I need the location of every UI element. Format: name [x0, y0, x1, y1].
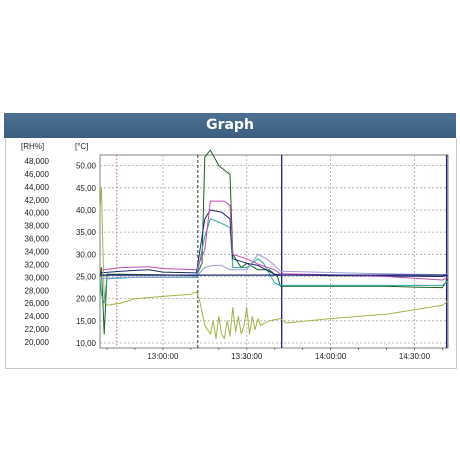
ytick-rh: 24,000	[25, 312, 50, 321]
time-markers	[116, 155, 448, 348]
ytick-temp: 20,00	[76, 295, 97, 304]
graph-panel	[5, 138, 457, 369]
xtick-label: 13:30:00	[231, 352, 263, 361]
tick-labels: 50,00 45,00 40,00 35,00 30,00 25,00 20,00 15,00…	[25, 157, 443, 361]
ytick-temp: 10,00	[76, 339, 97, 348]
ytick-temp: 50,00	[76, 162, 97, 171]
ytick-rh: 42,000	[25, 196, 50, 205]
ytick-rh: 20,000	[25, 338, 50, 347]
grid	[100, 155, 448, 348]
xtick-label: 14:00:00	[315, 352, 347, 361]
series-line-6	[99, 253, 449, 280]
ytick-rh: 30,000	[25, 273, 50, 282]
ytick-rh: 26,000	[25, 299, 50, 308]
xtick-label: 14:30:00	[399, 352, 431, 361]
ytick-rh: 34,000	[25, 248, 50, 257]
ytick-temp: 40,00	[76, 206, 97, 215]
ytick-rh: 28,000	[25, 286, 50, 295]
graph-title-bar: Graph	[4, 113, 456, 138]
ytick-rh: 22,000	[25, 325, 50, 334]
ylabel-rh: [RH%]	[21, 142, 44, 151]
series-line-5	[99, 187, 449, 340]
ytick-rh: 46,000	[25, 170, 50, 179]
plot-area	[99, 154, 449, 349]
ytick-rh: 40,000	[25, 209, 50, 218]
ytick-temp: 35,00	[76, 228, 97, 237]
ytick-temp: 15,00	[76, 317, 97, 326]
ylabel-temp: [°C]	[75, 142, 88, 151]
ytick-rh: 32,000	[25, 260, 50, 269]
ytick-rh: 48,000	[25, 157, 50, 166]
series-line-2	[99, 218, 449, 304]
ytick-rh: 44,000	[25, 183, 50, 192]
ytick-temp: 30,00	[76, 250, 97, 259]
ytick-temp: 25,00	[76, 272, 97, 281]
ytick-rh: 38,000	[25, 222, 50, 231]
xtick-label: 13:00:00	[147, 352, 179, 361]
ytick-temp: 45,00	[76, 184, 97, 193]
ytick-rh: 36,000	[25, 235, 50, 244]
